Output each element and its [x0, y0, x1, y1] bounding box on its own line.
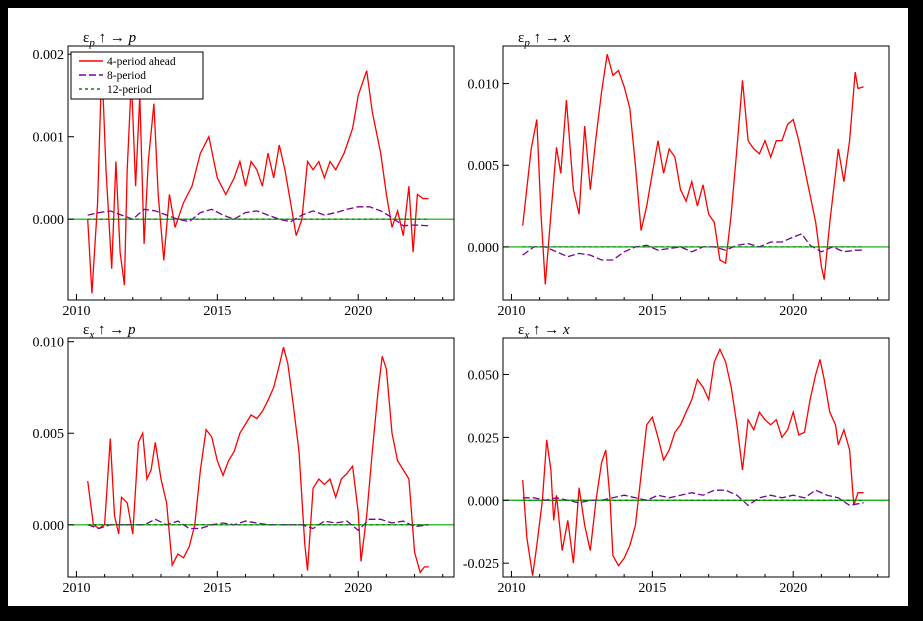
x-tick-label: 2010 — [62, 304, 90, 319]
plot-area-frame — [502, 45, 890, 301]
x-tick-label: 2010 — [62, 581, 90, 596]
legend-label: 12-period — [107, 84, 152, 96]
y-tick-label: 0.002 — [33, 48, 65, 63]
x-tick-label: 2015 — [638, 581, 666, 596]
panel-4: 2010 2015 2020 -0.025 0.000 0.025 0.050 εx ↑ → … — [463, 322, 890, 596]
y-tick-label: 0.000 — [468, 494, 500, 509]
panel-2: 2010 2015 2020 0.000 0.005 0.010 εp ↑ → x — [468, 30, 890, 319]
y-tick-label: 0.005 — [468, 159, 500, 174]
y-tick-label: 0.025 — [468, 431, 500, 446]
panel-title: εp ↑ → x — [518, 30, 571, 49]
y-tick-label: 0.010 — [468, 78, 500, 93]
series-line-4-period-ahead — [522, 347, 864, 576]
x-tick-label: 2020 — [344, 304, 372, 319]
series-group — [522, 347, 864, 576]
x-tick-label: 2010 — [497, 304, 525, 319]
x-tick-label: 2015 — [203, 581, 231, 596]
plot-area-frame — [67, 45, 455, 301]
x-tick-label: 2010 — [497, 581, 525, 596]
y-tick-label: 0.010 — [33, 336, 65, 351]
figure-canvas: 2010 2015 2020 0.000 0.001 0.002 εp ↑ → p 2010 2… — [8, 8, 908, 606]
series-line-8-period — [87, 518, 429, 532]
panel-3: 2010 2015 2020 0.000 0.005 0.010 εx ↑ → p — [33, 322, 455, 596]
legend-label: 8-period — [107, 70, 146, 82]
series-group — [522, 54, 864, 285]
legend: 4-period ahead 8-period 12-period — [70, 51, 204, 100]
x-tick-label: 2020 — [779, 581, 807, 596]
panel-title: εp ↑ → p — [83, 30, 137, 49]
y-tick-label: -0.025 — [463, 557, 499, 572]
y-tick-label: 0.005 — [33, 427, 65, 442]
panel-title: εx ↑ → x — [518, 322, 570, 341]
plot-area-frame — [67, 337, 455, 578]
plot-area-frame — [502, 337, 890, 578]
y-tick-label: 0.001 — [33, 131, 65, 146]
y-tick-label: 0.000 — [33, 519, 65, 534]
x-tick-label: 2015 — [203, 304, 231, 319]
legend-label: 4-period ahead — [107, 56, 176, 68]
series-line-4-period-ahead — [522, 54, 864, 285]
y-tick-label: 0.050 — [468, 368, 500, 383]
series-line-8-period — [87, 206, 429, 227]
series-line-8-period — [522, 233, 864, 261]
series-group — [87, 347, 429, 574]
x-tick-label: 2015 — [638, 304, 666, 319]
y-tick-label: 0.000 — [468, 241, 500, 256]
x-tick-label: 2020 — [344, 581, 372, 596]
series-line-4-period-ahead — [87, 347, 429, 574]
panel-title: εx ↑ → p — [83, 322, 136, 341]
series-line-8-period — [522, 489, 864, 507]
y-tick-label: 0.000 — [33, 213, 65, 228]
x-tick-label: 2020 — [779, 304, 807, 319]
